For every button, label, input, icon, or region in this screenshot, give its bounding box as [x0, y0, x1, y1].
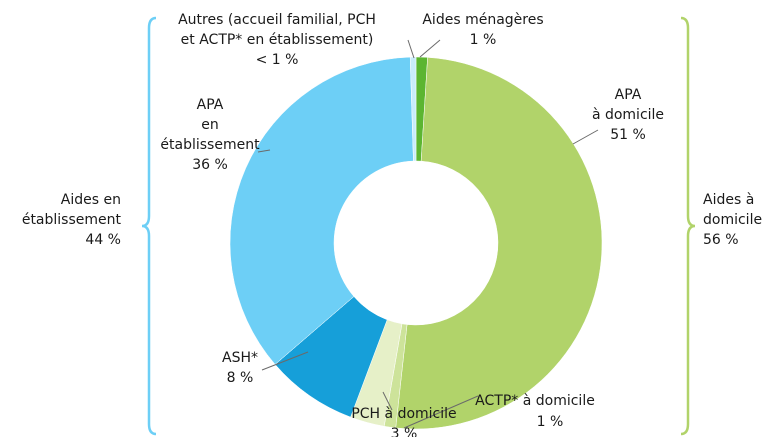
- leader-line: [407, 39, 415, 59]
- value-label: 3 %: [391, 426, 418, 437]
- leader-line: [419, 39, 441, 58]
- value-label: 8 %: [227, 370, 254, 386]
- value-label: < 1 %: [256, 52, 299, 68]
- leader-line: [382, 391, 393, 411]
- slice-label: ASH*: [222, 350, 258, 366]
- slice-label: PCH à domicile: [351, 406, 456, 422]
- group-label: Aides en établissement: [22, 192, 122, 228]
- group-value: 56 %: [703, 232, 739, 248]
- value-label: 51 %: [610, 127, 646, 143]
- group-label: Aides à domicile: [703, 192, 762, 228]
- leader-line: [261, 351, 309, 371]
- donut-slice: [395, 57, 603, 430]
- leader-line: [572, 129, 599, 145]
- group-bracket: [680, 16, 696, 436]
- group-bracket: [141, 16, 157, 436]
- value-label: 36 %: [192, 157, 228, 173]
- slice-label: APA en établissement: [160, 97, 260, 153]
- group-value: 44 %: [85, 232, 121, 248]
- leader-line: [257, 149, 271, 153]
- value-label: 1 %: [537, 414, 564, 430]
- slice-label: Aides ménagères: [422, 12, 543, 28]
- slice-label: Autres (accueil familial, PCH et ACTP* en…: [178, 12, 376, 48]
- leader-line: [403, 395, 479, 429]
- slice-label: ACTP* à domicile: [475, 393, 595, 409]
- donut-slice: [229, 56, 414, 365]
- slice-label: APA à domicile: [592, 87, 664, 123]
- value-label: 1 %: [470, 32, 497, 48]
- donut-slice: [409, 56, 417, 162]
